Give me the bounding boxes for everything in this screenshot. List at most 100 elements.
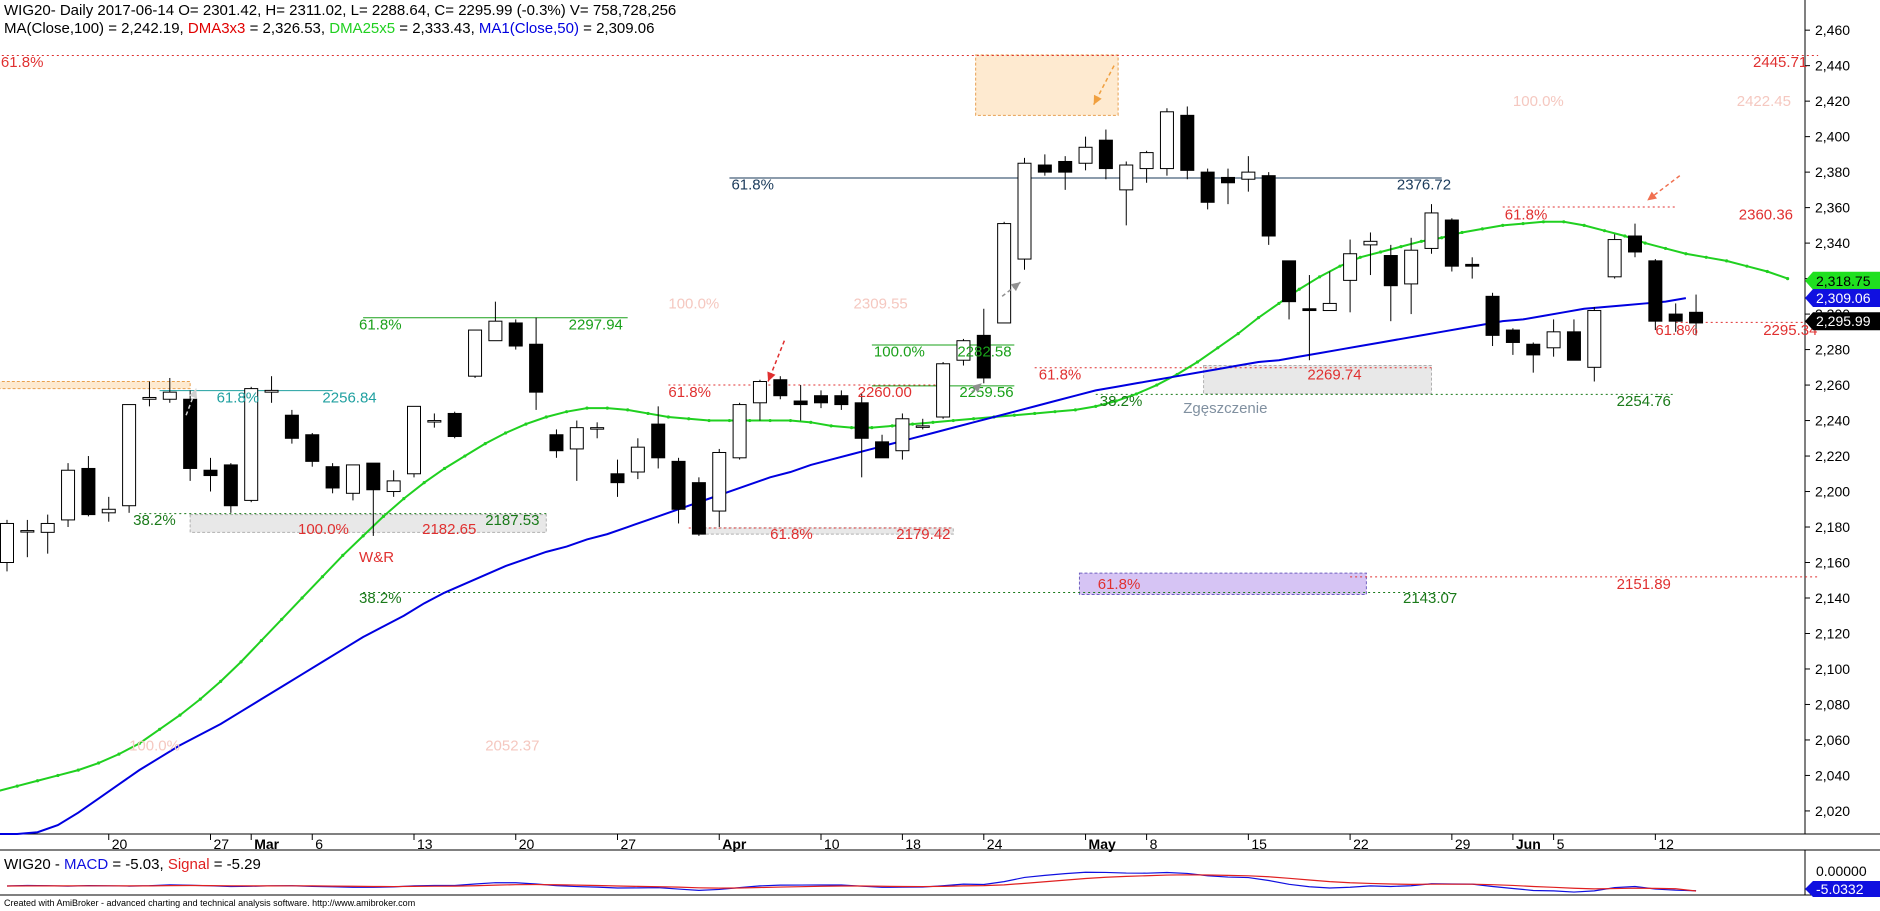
credit-footer: Created with AmiBroker - advanced charti… bbox=[4, 898, 416, 908]
x-tick-label: 20 bbox=[112, 836, 128, 852]
series-point bbox=[931, 420, 935, 424]
macd-sep: - bbox=[50, 856, 65, 873]
series-point bbox=[15, 784, 19, 788]
candle-up bbox=[244, 388, 259, 501]
candle-up bbox=[101, 508, 116, 514]
y-tick-label: 2,060 bbox=[1815, 732, 1850, 748]
series-point bbox=[402, 497, 406, 501]
candle-up bbox=[590, 427, 605, 430]
level-label: 2260.00 bbox=[858, 384, 912, 401]
series-point bbox=[626, 408, 630, 412]
candle-down bbox=[1465, 263, 1480, 267]
y-tick-label: 2,080 bbox=[1815, 696, 1850, 712]
candle-up bbox=[1017, 162, 1032, 260]
x-tick-label: 29 bbox=[1455, 836, 1471, 852]
series-point bbox=[1216, 346, 1220, 350]
price-badge-label: 2,309.06 bbox=[1816, 290, 1871, 306]
candle-down bbox=[1668, 313, 1683, 322]
series-point bbox=[1745, 264, 1749, 268]
series-point bbox=[1256, 316, 1261, 320]
y-tick-label: 2,040 bbox=[1815, 767, 1850, 783]
series-point bbox=[1155, 383, 1159, 387]
series-point bbox=[1440, 236, 1444, 240]
y-tick-label: 2,120 bbox=[1815, 625, 1850, 641]
candle-down bbox=[366, 462, 381, 491]
candle-up bbox=[732, 404, 747, 459]
macd-badge bbox=[1805, 881, 1880, 897]
candle-down bbox=[1444, 219, 1459, 267]
level-label: 2256.84 bbox=[322, 389, 376, 406]
candle-up bbox=[1322, 302, 1337, 312]
series-point bbox=[1419, 239, 1423, 243]
level-label: W&R bbox=[359, 549, 394, 566]
series-point bbox=[544, 415, 548, 419]
level-label: 100.0% bbox=[298, 521, 349, 538]
level-label: 2179.42 bbox=[896, 526, 950, 543]
y-tick-label: 2,240 bbox=[1815, 413, 1850, 429]
x-tick-label: 27 bbox=[214, 836, 230, 852]
candle-down bbox=[1566, 331, 1581, 361]
candle-up bbox=[630, 446, 645, 473]
series-point bbox=[361, 534, 365, 538]
series-point bbox=[1317, 275, 1322, 279]
y-tick-label: 2,420 bbox=[1815, 93, 1850, 109]
candle-down bbox=[1383, 255, 1398, 287]
y-tick-label: 2,400 bbox=[1815, 129, 1850, 145]
macd-badge-label: -5.0332 bbox=[1816, 881, 1864, 897]
level-label: 2259.56 bbox=[959, 384, 1013, 401]
candle-up bbox=[1587, 310, 1602, 368]
candle-down bbox=[651, 423, 666, 459]
x-tick-label: 10 bbox=[824, 836, 840, 852]
arrow-head bbox=[1010, 282, 1021, 292]
series-point bbox=[341, 553, 345, 558]
x-tick-label: Apr bbox=[722, 836, 747, 852]
series-point bbox=[870, 426, 874, 430]
candle-down bbox=[610, 473, 625, 484]
series-point bbox=[646, 411, 650, 416]
level-label: 61.8% bbox=[1655, 322, 1698, 339]
y-tick-label: 2,100 bbox=[1815, 661, 1850, 677]
series-point bbox=[503, 431, 508, 435]
y-tick-label: 2,380 bbox=[1815, 164, 1850, 180]
series-point bbox=[1663, 246, 1668, 251]
series-point bbox=[1582, 223, 1586, 227]
candle-up bbox=[142, 396, 157, 400]
level-label: 100.0% bbox=[874, 343, 925, 360]
x-tick-label: 22 bbox=[1353, 836, 1369, 852]
level-label: 38.2% bbox=[1100, 393, 1143, 410]
series-point bbox=[1480, 227, 1484, 231]
candle-down bbox=[773, 379, 788, 397]
zone-box bbox=[698, 527, 954, 535]
series-point bbox=[1541, 220, 1546, 224]
zone-box bbox=[1078, 572, 1367, 595]
series-point bbox=[1704, 255, 1708, 259]
series-point bbox=[381, 514, 386, 518]
candle-up bbox=[386, 480, 401, 493]
symbol-label: WIG20 bbox=[4, 2, 51, 19]
candle-up bbox=[936, 363, 951, 418]
chart-header-ohlc: WIG20- Daily 2017-06-14 O= 2301.42, H= 2… bbox=[4, 2, 676, 19]
chart-header-indicators: MA(Close,100) = 2,242.19, DMA3x3 = 2,326… bbox=[4, 20, 654, 37]
x-tick-label: 6 bbox=[315, 836, 323, 852]
level-label: 2269.74 bbox=[1307, 366, 1361, 383]
series-point bbox=[1236, 332, 1240, 336]
arrow-head bbox=[188, 388, 198, 399]
series-point bbox=[280, 617, 284, 621]
series-point bbox=[1114, 399, 1118, 403]
level-label: Zgęszczenie bbox=[1183, 400, 1267, 417]
series-point bbox=[1073, 408, 1077, 412]
x-tick-label: May bbox=[1089, 836, 1116, 852]
level-label: 61.8% bbox=[359, 317, 402, 334]
candle-up bbox=[752, 381, 767, 404]
level-label: 61.8% bbox=[668, 384, 711, 401]
candle-up bbox=[956, 340, 971, 361]
candle-up bbox=[40, 522, 55, 533]
series-point bbox=[666, 415, 670, 419]
candle-up bbox=[1546, 331, 1561, 349]
level-label: 2297.94 bbox=[569, 317, 623, 334]
series-point bbox=[1643, 241, 1647, 245]
candle-down bbox=[529, 343, 544, 393]
series-point bbox=[198, 697, 202, 701]
series-point bbox=[1724, 259, 1729, 263]
